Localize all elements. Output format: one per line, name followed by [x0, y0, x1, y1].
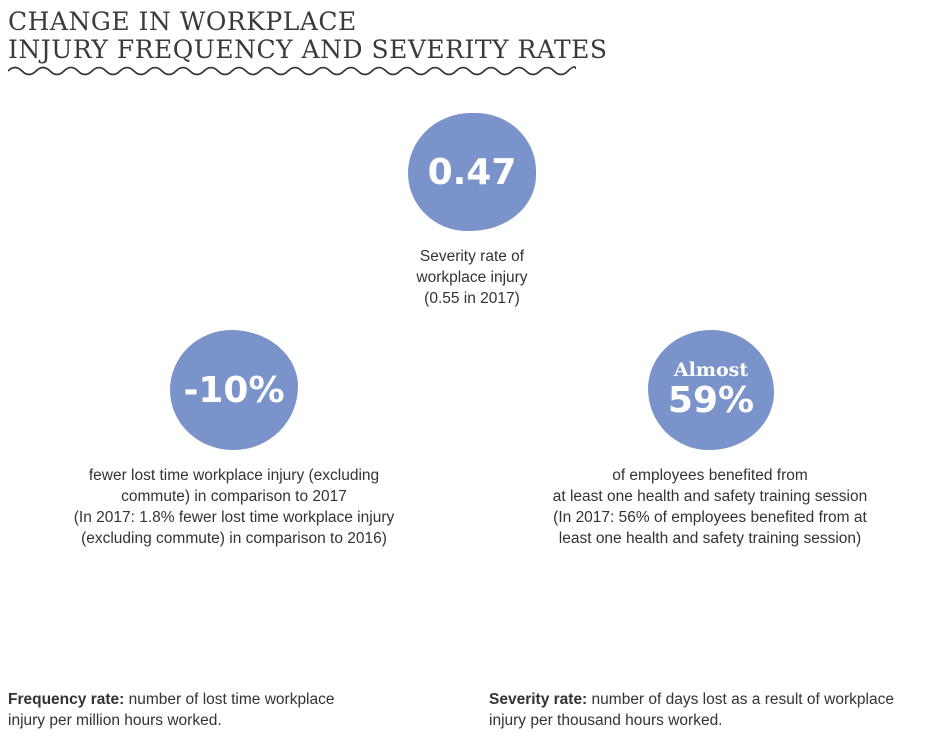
- frequency-change-value: -10%: [183, 369, 285, 411]
- severity-rate-definition-text: number of days lost as a result of workp…: [587, 691, 894, 708]
- training-rate-caption: of employees benefited from at least one…: [500, 465, 920, 549]
- training-rate-badge: Almost 59%: [648, 330, 774, 450]
- page-title-line-2: INJURY FREQUENCY AND SEVERITY RATES: [8, 35, 608, 64]
- page-title: CHANGE IN WORKPLACE INJURY FREQUENCY AND…: [8, 8, 608, 64]
- training-rate-prefix: Almost: [673, 359, 749, 381]
- page-title-line-1: CHANGE IN WORKPLACE: [8, 7, 357, 36]
- severity-rate-term: Severity rate:: [489, 691, 588, 708]
- training-caption-line: at least one health and safety training …: [552, 488, 868, 505]
- severity-caption-line: (0.55 in 2017): [424, 290, 520, 307]
- training-caption-line: least one health and safety training ses…: [558, 530, 862, 547]
- frequency-rate-term: Frequency rate:: [8, 691, 125, 708]
- training-caption-line: (In 2017: 56% of employees benefited fro…: [553, 509, 867, 526]
- training-rate-value: 59%: [667, 380, 755, 421]
- frequency-caption-line: commute) in comparison to 2017: [121, 488, 347, 505]
- frequency-caption-line: fewer lost time workplace injury (exclud…: [88, 467, 380, 484]
- frequency-change-badge: -10%: [170, 330, 298, 450]
- severity-caption-line: Severity rate of: [419, 248, 525, 265]
- frequency-rate-definition-text: number of lost time workplace: [124, 691, 335, 708]
- training-caption-line: of employees benefited from: [612, 467, 808, 484]
- severity-rate-definition-text: injury per thousand hours worked.: [489, 712, 723, 729]
- frequency-change-caption: fewer lost time workplace injury (exclud…: [20, 465, 448, 549]
- frequency-caption-line: (excluding commute) in comparison to 201…: [81, 530, 387, 547]
- severity-rate-caption: Severity rate of workplace injury (0.55 …: [352, 246, 592, 309]
- wavy-divider: [8, 66, 576, 76]
- severity-rate-definition: Severity rate: number of days lost as a …: [489, 689, 934, 731]
- severity-rate-badge: 0.47: [408, 113, 536, 231]
- frequency-rate-definition: Frequency rate: number of lost time work…: [8, 689, 428, 731]
- frequency-caption-line: (In 2017: 1.8% fewer lost time workplace…: [73, 509, 395, 526]
- severity-rate-value: 0.47: [427, 151, 517, 193]
- severity-caption-line: workplace injury: [416, 269, 528, 286]
- frequency-rate-definition-text: injury per million hours worked.: [8, 712, 222, 729]
